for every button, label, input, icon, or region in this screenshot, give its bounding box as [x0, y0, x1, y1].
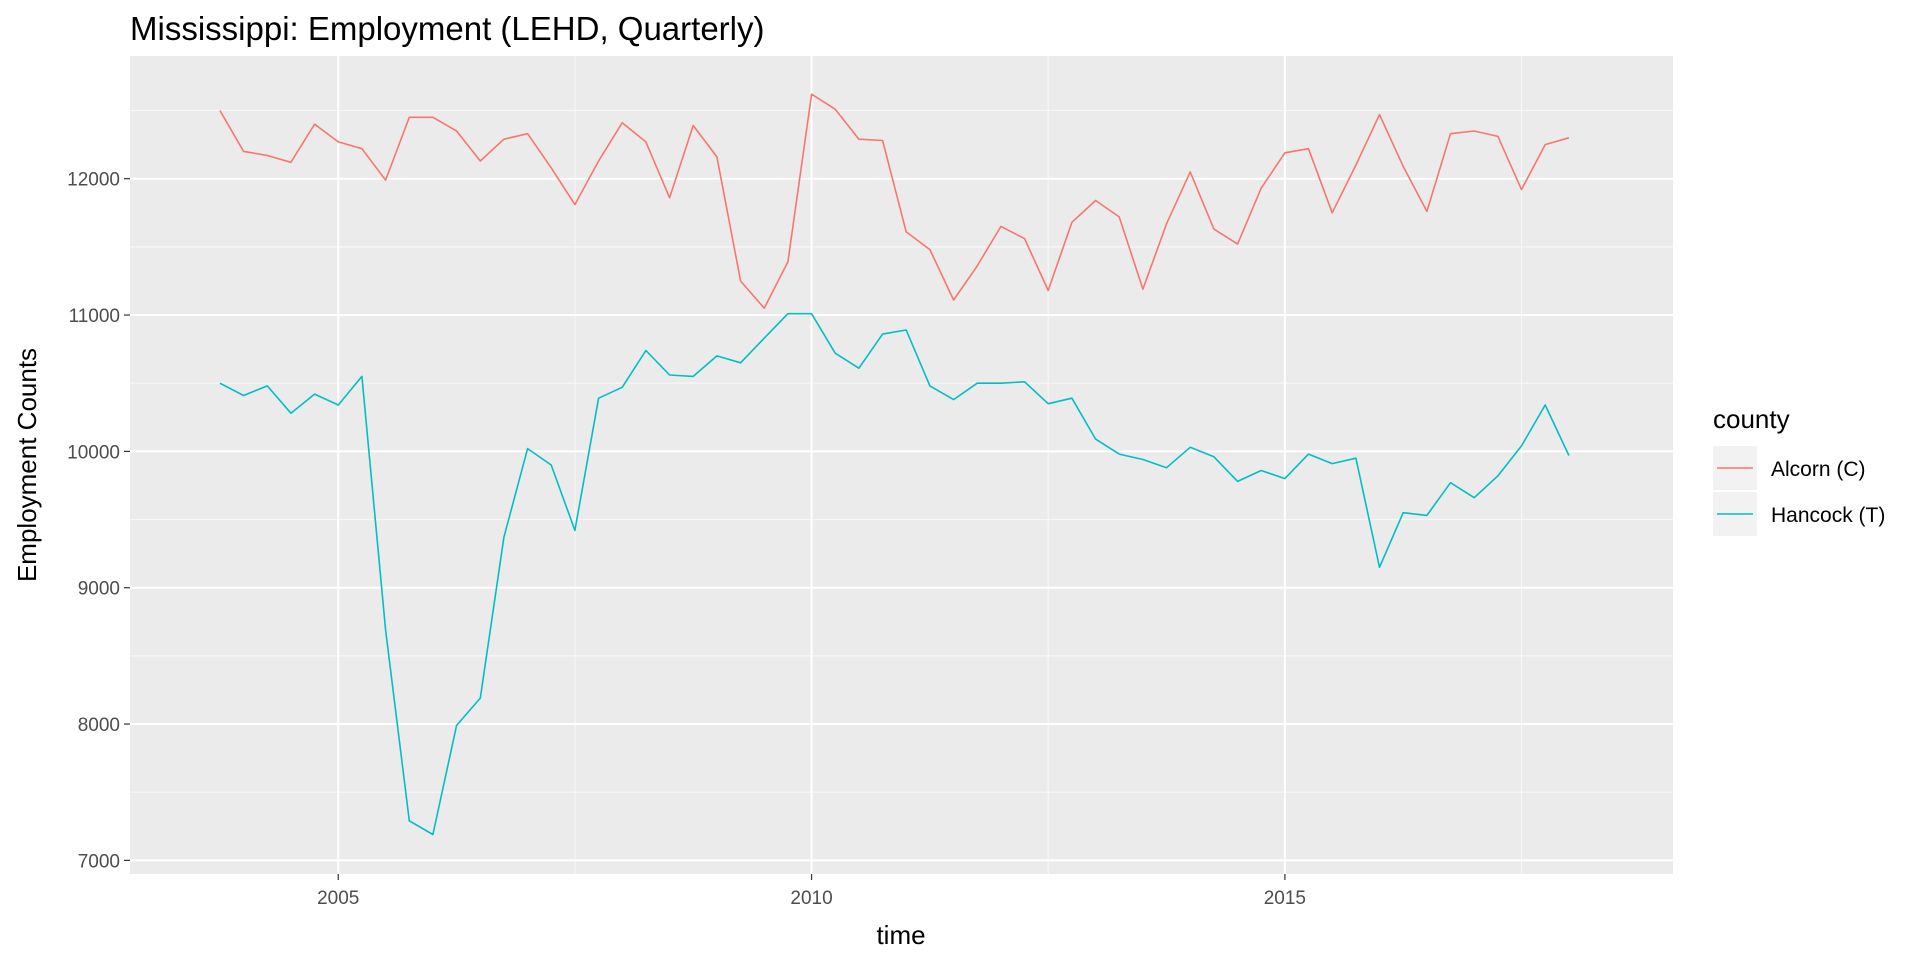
series-line-2	[219, 312, 1570, 836]
y-tick-label: 12000	[67, 170, 120, 191]
y-axis-title: Employment Counts	[12, 348, 42, 582]
legend-label: Alcorn (C)	[1771, 458, 1866, 481]
x-tick-label: 2015	[1264, 888, 1306, 909]
y-tick-label: 8000	[78, 715, 120, 736]
series-lines	[219, 93, 1570, 836]
y-axis: 7000 8000 9000 10000 11000 12000	[67, 170, 130, 872]
x-tick-label: 2005	[317, 888, 359, 909]
y-tick-label: 11000	[69, 306, 120, 327]
y-tick-label: 9000	[78, 579, 120, 600]
legend-title: county	[1713, 404, 1790, 434]
plot-panel	[130, 56, 1673, 874]
x-axis-title: time	[876, 920, 925, 950]
legend-label: Hancock (T)	[1771, 504, 1885, 527]
x-axis: 2005 2010 2015	[317, 874, 1306, 909]
y-tick-label: 7000	[78, 851, 120, 872]
legend: county Alcorn (C) Hancock (T)	[1713, 404, 1885, 536]
y-tick-label: 10000	[67, 442, 120, 463]
x-tick-label: 2010	[790, 888, 832, 909]
chart-title: Mississippi: Employment (LEHD, Quarterly…	[130, 10, 764, 47]
grid-lines	[130, 56, 1673, 874]
series-line-1	[219, 93, 1570, 310]
